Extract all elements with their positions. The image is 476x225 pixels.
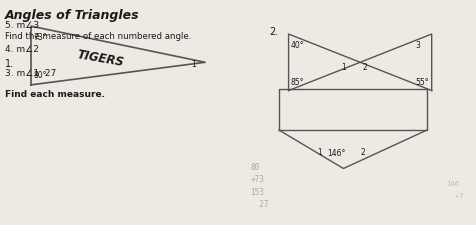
Text: 4. m∠2: 4. m∠2: [5, 45, 39, 54]
Text: Find the measure of each numbered angle.: Find the measure of each numbered angle.: [5, 32, 191, 40]
Text: 73°: 73°: [33, 33, 47, 42]
Text: Find each measure.: Find each measure.: [5, 90, 105, 99]
Text: 146: 146: [445, 180, 458, 186]
Text: 2: 2: [362, 63, 367, 72]
Text: 80°: 80°: [33, 71, 47, 80]
Text: +73: +73: [250, 174, 264, 183]
Text: 1.: 1.: [5, 58, 14, 68]
Text: 1: 1: [317, 147, 321, 156]
Text: Angles of Triangles: Angles of Triangles: [5, 9, 139, 22]
Text: 2.: 2.: [269, 27, 278, 37]
Text: 27: 27: [250, 199, 268, 208]
Text: 153: 153: [250, 187, 264, 196]
Text: 1: 1: [190, 60, 195, 69]
Text: 1: 1: [340, 63, 345, 72]
Text: 85°: 85°: [290, 78, 304, 87]
Text: 3. m∠1  27: 3. m∠1 27: [5, 69, 56, 78]
Text: 146°: 146°: [326, 148, 345, 157]
Text: 3: 3: [414, 40, 419, 50]
Text: TIGERS: TIGERS: [76, 48, 125, 69]
Text: 80: 80: [250, 162, 259, 171]
Text: 55°: 55°: [414, 78, 428, 87]
Text: 2: 2: [359, 147, 364, 156]
Text: 5. m∠3: 5. m∠3: [5, 21, 39, 30]
Text: 40°: 40°: [290, 40, 304, 50]
Text: +7: +7: [445, 192, 463, 198]
